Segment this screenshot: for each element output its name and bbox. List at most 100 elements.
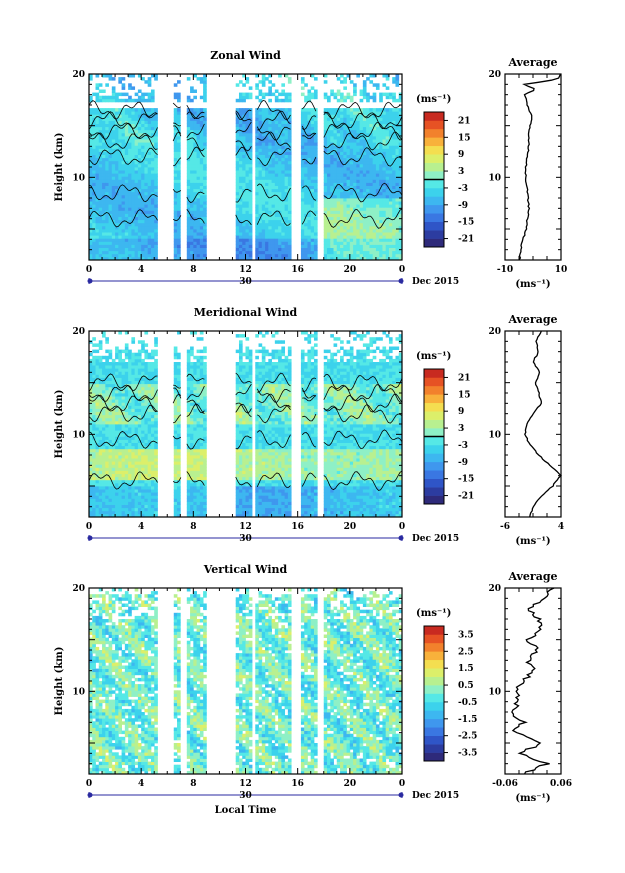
heatmap-cell: [242, 247, 246, 252]
heatmap-cell: [307, 216, 312, 221]
heatmap-cell: [261, 191, 266, 196]
heatmap-cell: [388, 160, 393, 165]
heatmap-cell: [310, 188, 315, 193]
heatmap-cell: [392, 123, 396, 128]
heatmap-cell: [111, 464, 116, 468]
heatmap-cell: [177, 160, 181, 165]
heatmap-cell: [186, 170, 191, 174]
heatmap-cell: [115, 247, 119, 252]
heatmap-cell: [327, 136, 331, 140]
heatmap-cell: [385, 194, 390, 199]
heatmap-cell: [336, 194, 341, 199]
heatmap-cell: [382, 244, 387, 248]
heatmap-cell: [95, 210, 100, 214]
heatmap-cell: [98, 108, 103, 112]
heatmap-cell: [92, 396, 96, 400]
heatmap-cell: [300, 210, 305, 214]
heatmap-cell: [128, 139, 132, 143]
heatmap-cell: [190, 89, 194, 93]
heatmap-cell: [147, 111, 152, 115]
heatmap-cell: [95, 492, 100, 496]
heatmap-cell: [353, 256, 357, 261]
heatmap-cell: [137, 445, 142, 450]
heatmap-cell: [173, 198, 178, 202]
heatmap-cell: [274, 253, 279, 258]
heatmap-cell: [98, 139, 103, 143]
heatmap-cell: [118, 358, 122, 363]
heatmap-cell: [131, 185, 136, 190]
heatmap-cell: [385, 74, 390, 78]
heatmap-cell: [330, 235, 334, 239]
heatmap-cell: [98, 451, 103, 456]
heatmap-cell: [349, 80, 354, 84]
heatmap-cells: [89, 74, 403, 261]
heatmap-cell: [147, 167, 152, 171]
heatmap-cell: [118, 194, 122, 199]
heatmap-cell: [284, 232, 289, 236]
heatmap-cell: [190, 244, 194, 248]
heatmap-cell: [382, 225, 387, 230]
heatmap-cell: [278, 170, 282, 174]
heatmap-cell: [261, 151, 266, 155]
heatmap-cell: [369, 194, 374, 199]
heatmap-cell: [118, 132, 122, 137]
heatmap-cell: [131, 114, 136, 118]
heatmap-cell: [134, 213, 139, 217]
heatmap-cell: [271, 117, 276, 121]
heatmap-cell: [102, 170, 106, 174]
heatmap-cell: [89, 417, 93, 422]
heatmap-cell: [343, 191, 347, 196]
heatmap-cell: [92, 160, 96, 165]
heatmap-cell: [124, 179, 129, 183]
heatmap-cell: [118, 424, 122, 428]
heatmap-cell: [203, 191, 207, 196]
heatmap-cell: [108, 136, 113, 140]
heatmap-cell: [343, 86, 347, 90]
heatmap-cell: [196, 222, 201, 227]
heatmap-cell: [118, 498, 122, 502]
heatmap-cell: [271, 247, 276, 252]
heatmap-cell: [150, 216, 155, 221]
heatmap-cell: [343, 126, 347, 131]
heatmap-cell: [261, 145, 266, 149]
heatmap-cell: [271, 157, 276, 162]
heatmap-cell: [128, 424, 132, 428]
heatmap-cell: [336, 145, 341, 149]
heatmap-cell: [89, 377, 93, 381]
heatmap-cell: [336, 210, 341, 214]
heatmap-cell: [105, 470, 109, 474]
heatmap-cell: [111, 136, 116, 140]
heatmap-cell: [346, 167, 351, 171]
heatmap-cell: [313, 160, 318, 165]
heatmap-cell: [248, 114, 253, 118]
heatmap-cell: [89, 495, 93, 499]
heatmap-cell: [98, 417, 103, 422]
heatmap-cell: [366, 139, 370, 143]
heatmap-cell: [271, 92, 276, 97]
heatmap-cell: [144, 216, 149, 221]
heatmap-cell: [147, 235, 152, 239]
heatmap-cell: [310, 229, 315, 233]
heatmap-cell: [144, 136, 149, 140]
heatmap-cell: [258, 213, 263, 217]
heatmap-cell: [190, 207, 194, 211]
heatmap-cell: [372, 148, 377, 152]
heatmap-cell: [137, 185, 142, 190]
heatmap-cell: [336, 157, 341, 162]
heatmap-cell: [92, 374, 96, 378]
heatmap-cell: [284, 207, 289, 211]
heatmap-cell: [150, 225, 155, 230]
heatmap-cell: [307, 176, 312, 180]
heatmap-cell: [261, 219, 266, 224]
heatmap-cell: [141, 173, 145, 177]
heatmap-cell: [102, 486, 106, 490]
heatmap-cell: [105, 173, 109, 177]
heatmap-cell: [375, 151, 380, 155]
heatmap-cell: [186, 111, 191, 115]
heatmap-cell: [141, 148, 145, 152]
heatmap-cell: [102, 95, 106, 100]
heatmap-cell: [323, 256, 328, 261]
heatmap-cell: [108, 247, 113, 252]
heatmap-cell: [343, 114, 347, 118]
heatmap-cell: [313, 198, 318, 202]
